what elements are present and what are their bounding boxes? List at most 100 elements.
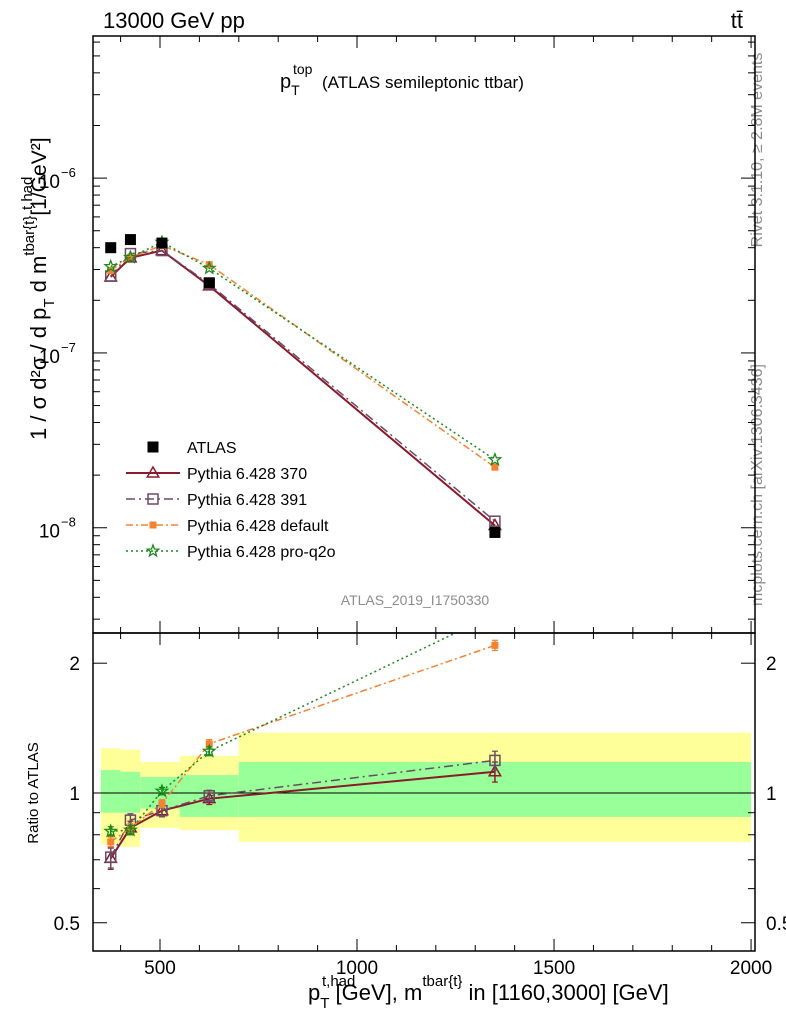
data-point-marker (205, 261, 213, 269)
data-point-marker (103, 823, 119, 838)
data-point-marker (107, 267, 115, 275)
plot-title: pT top (ATLAS semileptonic ttbar) (280, 61, 524, 98)
ratio-series (103, 608, 500, 838)
data-point-marker (489, 526, 501, 538)
xlabel-sup2: tbar{t} (422, 973, 462, 990)
legend-entry: Pythia 6.428 391 (126, 492, 307, 509)
data-point-marker (124, 234, 136, 246)
main-series (103, 243, 502, 531)
ratio-y-tick-label: 1 (69, 784, 80, 805)
main-series-line (110, 241, 496, 461)
x-tick-label: 1500 (533, 958, 575, 979)
legend-entry: Pythia 6.428 pro-q2o (126, 543, 336, 561)
legend-label: Pythia 6.428 pro-q2o (187, 544, 336, 561)
mcplots-label: mcplots.cern.ch [arXiv:1306.3436] (749, 364, 766, 606)
legend-label: Pythia 6.428 391 (187, 492, 307, 509)
ylabel-mid: d m (26, 256, 51, 299)
legend-entry: ATLAS (147, 440, 237, 457)
svg-text:1 / σ d²σ / d pT d mtbar{t}[1/: 1 / σ d²σ / d pT d mtbar{t}[1/GeV²] (21, 137, 58, 440)
legend-entry: Pythia 6.428 370 (126, 465, 307, 483)
main-series-layer (103, 234, 503, 538)
data-point-marker (149, 521, 157, 529)
rivet-version-label: Rivet 3.1.10, ≥ 2.8M events (749, 53, 766, 248)
legend-label: Pythia 6.428 default (187, 518, 329, 535)
main-series (104, 244, 501, 527)
data-point-marker (122, 249, 138, 264)
xlabel-mid: [GeV], m (329, 980, 422, 1005)
main-y-axis-label: 1 / σ d²σ / d pT d mtbar{t}[1/GeV²] t,ha… (19, 137, 58, 440)
title-sup: top (293, 61, 313, 77)
data-point-marker (122, 822, 138, 837)
data-point-marker (491, 463, 499, 471)
legend-label: Pythia 6.428 370 (187, 466, 307, 483)
data-point-marker (147, 493, 159, 505)
y-tick-label: 10 (39, 522, 60, 543)
data-point-marker (489, 608, 500, 619)
ratio-y-tick-label-right: 1 (766, 784, 777, 805)
data-point-marker (107, 838, 115, 846)
data-point-marker (105, 242, 117, 254)
ylabel-main: 1 / σ d²σ / d p (26, 308, 51, 440)
data-point-marker (203, 790, 215, 802)
legend: ATLAS Pythia 6.428 370 Pythia 6.428 391 Pyt… (126, 440, 336, 561)
y-tick-label: 10 (39, 172, 60, 193)
x-tick-label: 2000 (730, 958, 772, 979)
ratio-plot-frame (92, 632, 756, 952)
data-point-marker (489, 515, 501, 527)
data-point-marker (487, 451, 503, 467)
ylabel-sup: t,had (19, 177, 36, 210)
data-point-marker (491, 641, 499, 649)
ratio-y-axis-label: Ratio to ATLAS (25, 742, 42, 843)
main-series-line (110, 244, 496, 468)
y-tick-label-exponent: −6 (61, 165, 76, 180)
y-tick-label: 10 (39, 347, 60, 368)
main-series (107, 241, 499, 471)
ylabel-sub: T (41, 299, 58, 308)
data-point-marker (145, 543, 161, 558)
y-tick-label-exponent: −7 (61, 340, 76, 355)
title-main: p (280, 71, 291, 93)
data-point-marker (203, 277, 215, 289)
x-tick-label: 1000 (336, 958, 378, 979)
main-series-line (110, 249, 496, 527)
ylabel-sup2: tbar{t} (21, 216, 38, 256)
ratio-y-tick-label-right: 2 (766, 654, 777, 675)
xlabel-sup: t,had (322, 973, 355, 990)
data-point-marker (156, 237, 168, 249)
xlabel-sub: T (320, 995, 329, 1012)
ratio-y-tick-label: 0.5 (54, 914, 80, 935)
ratio-band-inner (120, 771, 141, 813)
data-point-marker (147, 441, 159, 453)
data-point-marker (154, 243, 170, 256)
y-tick-label-exponent: −8 (61, 515, 76, 530)
ratio-y-tick-label: 2 (69, 654, 80, 675)
x-tick-label: 500 (144, 958, 176, 979)
legend-entry: Pythia 6.428 default (126, 518, 329, 535)
ratio-band-inner (100, 770, 121, 813)
xlabel-end: in [1160,3000] [GeV] (462, 980, 668, 1005)
energy-label: 13000 GeV pp (103, 8, 245, 33)
data-point-marker (104, 851, 117, 863)
main-series (103, 234, 503, 467)
data-point-marker (487, 764, 502, 777)
data-point-marker (202, 791, 217, 804)
main-series (105, 234, 501, 538)
data-point-marker (145, 465, 161, 478)
data-point-marker (489, 754, 501, 767)
data-point-marker (154, 783, 170, 798)
data-point-marker (103, 258, 119, 273)
data-point-marker (201, 743, 217, 758)
process-label: tt̄ (731, 8, 743, 33)
svg-text:pT: pT (280, 71, 300, 98)
svg-text:pT [GeV], mtbar{t} in [1160,30: pT [GeV], mtbar{t} in [1160,3000] [GeV] (308, 973, 669, 1012)
legend-label: ATLAS (187, 440, 237, 457)
title-sub: T (291, 82, 300, 98)
title-rest: (ATLAS semileptonic ttbar) (322, 73, 524, 92)
ratio-y-tick-label-right: 0.5 (766, 914, 786, 935)
data-point-marker (201, 260, 217, 275)
ratio-series-layer (103, 608, 502, 870)
data-point-marker (158, 800, 166, 808)
x-axis-label: pT [GeV], mtbar{t} in [1160,3000] [GeV] … (308, 973, 669, 1012)
